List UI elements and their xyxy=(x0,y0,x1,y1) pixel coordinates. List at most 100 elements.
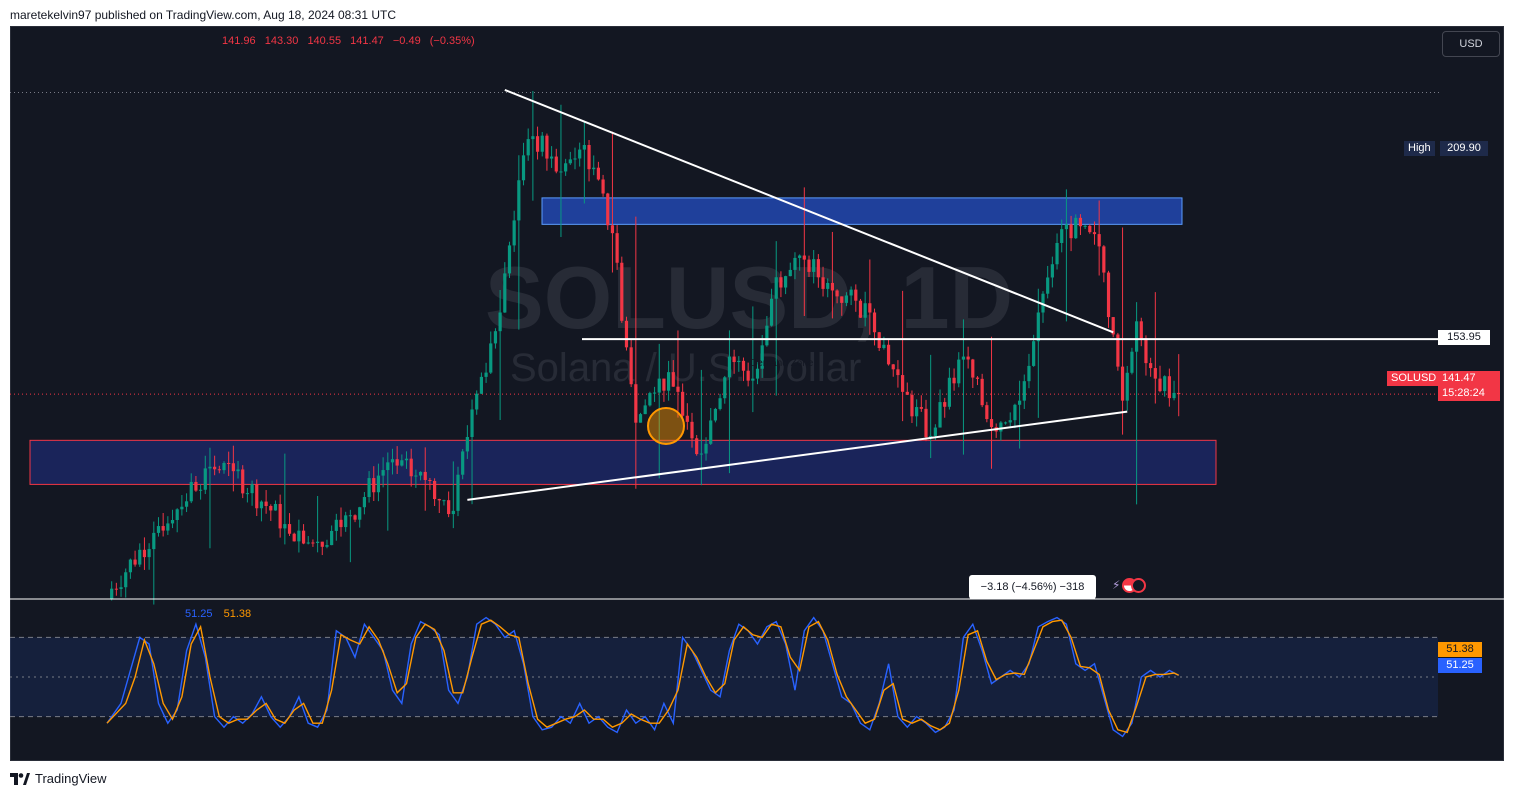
candle-body xyxy=(863,303,867,318)
stochastic-legend: 51.25 51.38 xyxy=(185,608,251,620)
upper-trendline[interactable] xyxy=(504,88,1114,334)
candle-body xyxy=(1036,312,1040,342)
candle-body xyxy=(442,500,446,502)
candle-body xyxy=(1018,400,1022,405)
flash-icon[interactable]: ⚡ xyxy=(1112,578,1121,592)
candle-body xyxy=(531,136,535,140)
candle-body xyxy=(681,391,685,416)
candle-body xyxy=(526,139,530,156)
candle-body xyxy=(133,559,137,565)
candle-body xyxy=(1163,376,1167,392)
candle-body xyxy=(854,289,858,301)
candle-body xyxy=(1172,392,1176,399)
candle-body xyxy=(283,524,287,529)
candle-body xyxy=(124,572,128,588)
candle-body xyxy=(1092,232,1097,235)
candle-body xyxy=(662,378,666,391)
demand-zone-box[interactable] xyxy=(29,439,1217,485)
candle-body xyxy=(624,320,629,348)
chart-area[interactable] xyxy=(10,26,1504,761)
candle-body xyxy=(498,312,502,332)
candle-body xyxy=(400,460,404,466)
candle-body xyxy=(1008,420,1012,423)
candle-body xyxy=(643,405,647,415)
candle-body xyxy=(170,520,175,524)
price-chart[interactable]: SOLUSD, 1D Solana / U.S. Dollar Demand Z… xyxy=(10,26,1504,761)
candle-body xyxy=(821,277,825,289)
candle-body xyxy=(1177,392,1181,395)
candle-body xyxy=(1106,272,1111,318)
candle-body xyxy=(676,386,680,392)
candle-body xyxy=(470,409,474,438)
supply-zone[interactable] xyxy=(541,197,1183,225)
candle-body xyxy=(943,402,947,407)
candle-body xyxy=(1130,351,1134,373)
candle-body xyxy=(147,549,151,558)
candle-body xyxy=(849,289,853,296)
candle-body xyxy=(882,344,886,349)
candle-body xyxy=(915,407,919,417)
candle-body xyxy=(1003,422,1008,424)
candle-body xyxy=(620,262,624,321)
candle-body xyxy=(657,378,661,393)
candle-body xyxy=(1050,264,1054,278)
candle-body xyxy=(896,369,900,376)
candle-body xyxy=(479,376,483,394)
candle-body xyxy=(751,378,755,381)
ohlc-open: 141.96 xyxy=(222,35,256,47)
candle-body xyxy=(461,451,465,475)
candle-body xyxy=(278,503,282,529)
candle-body xyxy=(606,193,610,226)
candle-body xyxy=(414,475,418,477)
candle-body xyxy=(503,273,507,313)
candle-body xyxy=(769,298,774,326)
candle-body xyxy=(587,145,591,170)
candle-body xyxy=(1149,363,1153,369)
footer-brand[interactable]: TradingView xyxy=(10,771,107,786)
highlight-circle[interactable] xyxy=(647,407,685,445)
candle-body xyxy=(1120,366,1125,401)
candle-body xyxy=(386,462,390,471)
measure-label[interactable]: −3.18 (−4.56%) −318 xyxy=(969,575,1096,599)
currency-button[interactable]: USD xyxy=(1442,31,1500,57)
candle-body xyxy=(222,462,226,471)
candle-body xyxy=(952,377,956,384)
lower-trendline[interactable] xyxy=(467,410,1128,501)
candle-body xyxy=(774,277,778,299)
candle-body xyxy=(971,359,975,378)
candle-body xyxy=(1139,321,1143,339)
candle-body xyxy=(568,159,572,164)
candle-body xyxy=(301,530,306,544)
candle-body xyxy=(320,541,324,547)
candle-body xyxy=(924,408,928,438)
candle-body xyxy=(189,481,193,502)
candle-body xyxy=(194,481,198,491)
candle-body xyxy=(507,245,512,274)
candle-body xyxy=(975,377,980,379)
candle-body xyxy=(784,276,788,288)
candlesticks xyxy=(110,90,1181,605)
candle-body xyxy=(241,469,245,494)
candle-body xyxy=(1102,246,1106,273)
candle-body xyxy=(615,233,619,263)
candle-body xyxy=(905,391,909,395)
candle-body xyxy=(709,420,713,444)
candle-body xyxy=(297,530,301,542)
economic-events[interactable]: ⚡ xyxy=(1112,578,1146,593)
candle-body xyxy=(1111,317,1115,335)
candle-body xyxy=(798,255,802,258)
candle-body xyxy=(1013,404,1017,421)
candle-body xyxy=(1125,372,1129,401)
candle-body xyxy=(128,559,132,573)
candle-body xyxy=(535,136,540,152)
candle-body xyxy=(582,145,586,150)
event-circle-icon[interactable] xyxy=(1131,578,1146,593)
symbol-tag: SOLUSD xyxy=(1387,371,1438,386)
candle-body xyxy=(227,462,231,464)
candle-body xyxy=(255,484,259,509)
candle-body xyxy=(217,469,221,471)
candle-body xyxy=(634,384,638,423)
level-value-tag: 153.95 xyxy=(1438,330,1490,345)
candle-body xyxy=(592,167,596,170)
candle-body xyxy=(957,359,961,384)
